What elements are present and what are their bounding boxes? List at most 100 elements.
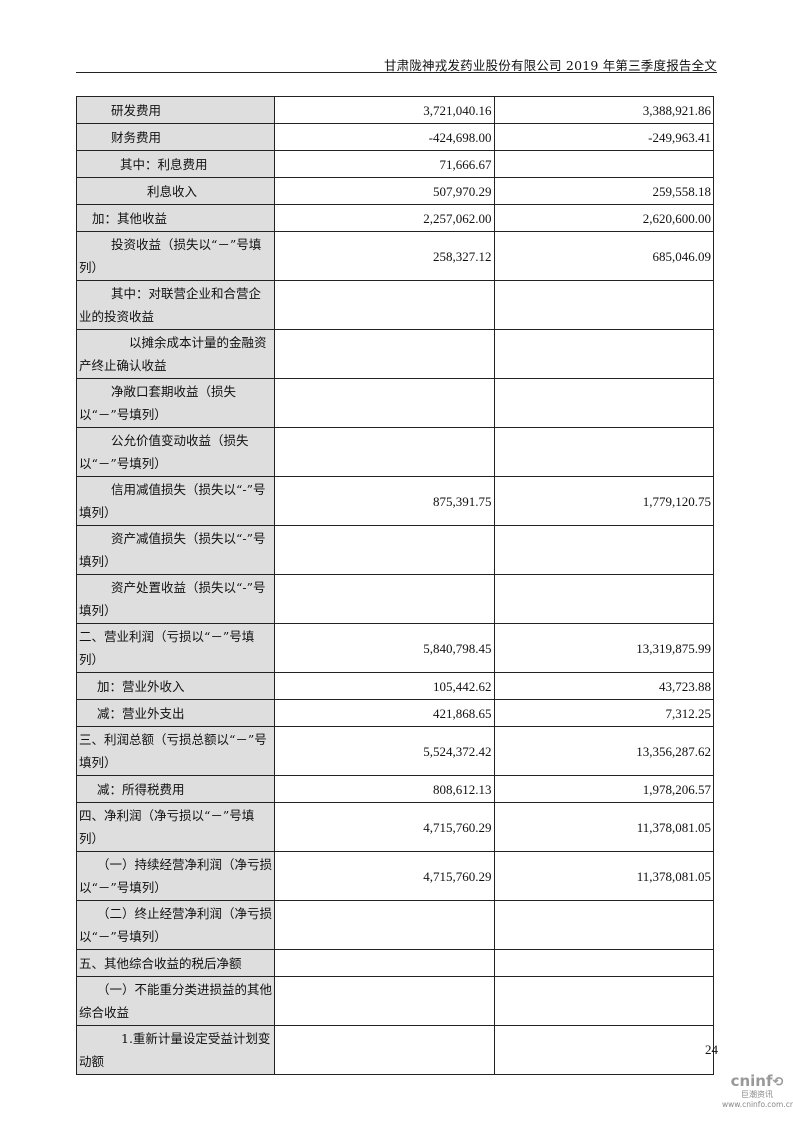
previous-period-value: 685,046.09 xyxy=(493,231,714,281)
table-row: 加：营业外收入 105,442.62 43,723.88 xyxy=(76,672,714,700)
current-period-value: 2,257,062.00 xyxy=(274,204,495,232)
table-row: 资产处置收益（损失以“-”号填列） xyxy=(76,574,714,624)
current-period-value xyxy=(274,574,495,624)
cninfo-logo: cninf⟲ 巨潮资讯 www.cninfo.com.cn xyxy=(722,1072,793,1110)
previous-period-value xyxy=(493,900,714,950)
row-label: 其中：利息费用 xyxy=(76,150,275,178)
table-row: 五、其他综合收益的税后净额 xyxy=(76,949,714,977)
current-period-value: 4,715,760.29 xyxy=(274,851,495,901)
table-row: 三、利润总额（亏损总额以“－”号填列） 5,524,372.42 13,356,28… xyxy=(76,726,714,776)
row-label: 研发费用 xyxy=(76,96,275,124)
row-label: 资产处置收益（损失以“-”号填列） xyxy=(76,574,275,624)
previous-period-value: 3,388,921.86 xyxy=(493,96,714,124)
table-row: 财务费用 -424,698.00 -249,963.41 xyxy=(76,123,714,151)
previous-period-value xyxy=(493,280,714,330)
current-period-value: -424,698.00 xyxy=(274,123,495,151)
row-label: 资产减值损失（损失以“-”号填列） xyxy=(76,525,275,575)
row-label: （一）持续经营净利润（净亏损以“－”号填列） xyxy=(76,851,275,901)
current-period-value xyxy=(274,900,495,950)
previous-period-value xyxy=(493,949,714,977)
row-label: 四、净利润（净亏损以“－”号填列） xyxy=(76,802,275,852)
current-period-value: 5,524,372.42 xyxy=(274,726,495,776)
previous-period-value: 7,312.25 xyxy=(493,699,714,727)
previous-period-value: -249,963.41 xyxy=(493,123,714,151)
previous-period-value: 11,378,081.05 xyxy=(493,802,714,852)
logo-url: www.cninfo.com.cn xyxy=(722,1100,793,1109)
row-label: 信用减值损失（损失以“-”号填列） xyxy=(76,476,275,526)
current-period-value: 421,868.65 xyxy=(274,699,495,727)
table-row: 公允价值变动收益（损失以“－”号填列） xyxy=(76,427,714,477)
current-period-value: 875,391.75 xyxy=(274,476,495,526)
row-label: 1.重新计量设定受益计划变动额 xyxy=(76,1025,275,1075)
row-label: （一）不能重分类进损益的其他综合收益 xyxy=(76,976,275,1026)
table-row: 1.重新计量设定受益计划变动额 xyxy=(76,1025,714,1075)
current-period-value: 71,666.67 xyxy=(274,150,495,178)
table-row: 利息收入 507,970.29 259,558.18 xyxy=(76,177,714,205)
previous-period-value: 43,723.88 xyxy=(493,672,714,700)
previous-period-value xyxy=(493,427,714,477)
current-period-value xyxy=(274,949,495,977)
current-period-value xyxy=(274,1025,495,1075)
row-label: 减：所得税费用 xyxy=(76,775,275,803)
current-period-value xyxy=(274,280,495,330)
current-period-value: 5,840,798.45 xyxy=(274,623,495,673)
current-period-value xyxy=(274,378,495,428)
row-label: 其中：对联营企业和合营企业的投资收益 xyxy=(76,280,275,330)
previous-period-value xyxy=(493,525,714,575)
row-label: 公允价值变动收益（损失以“－”号填列） xyxy=(76,427,275,477)
row-label: 利息收入 xyxy=(76,177,275,205)
table-row: 资产减值损失（损失以“-”号填列） xyxy=(76,525,714,575)
previous-period-value: 259,558.18 xyxy=(493,177,714,205)
page-number: 24 xyxy=(705,1042,718,1057)
previous-period-value: 1,978,206.57 xyxy=(493,775,714,803)
logo-cn-text: 巨潮资讯 xyxy=(741,1090,773,1099)
row-label: 投资收益（损失以“－”号填列） xyxy=(76,231,275,281)
previous-period-value xyxy=(493,150,714,178)
row-label: 财务费用 xyxy=(76,123,275,151)
previous-period-value: 13,319,875.99 xyxy=(493,623,714,673)
row-label: （二）终止经营净利润（净亏损以“－”号填列） xyxy=(76,900,275,950)
previous-period-value xyxy=(493,976,714,1026)
table-row: 净敞口套期收益（损失以“－”号填列） xyxy=(76,378,714,428)
document-header-title: 甘肃陇神戎发药业股份有限公司 2019 年第三季度报告全文 xyxy=(383,58,717,73)
current-period-value: 105,442.62 xyxy=(274,672,495,700)
table-row: 信用减值损失（损失以“-”号填列） 875,391.75 1,779,120.75 xyxy=(76,476,714,526)
previous-period-value xyxy=(493,378,714,428)
current-period-value xyxy=(274,976,495,1026)
row-label: 净敞口套期收益（损失以“－”号填列） xyxy=(76,378,275,428)
previous-period-value xyxy=(493,1025,714,1075)
row-label: 减：营业外支出 xyxy=(76,699,275,727)
row-label: 加：其他收益 xyxy=(76,204,275,232)
current-period-value: 808,612.13 xyxy=(274,775,495,803)
current-period-value xyxy=(274,329,495,379)
income-statement-table: 研发费用 3,721,040.16 3,388,921.86 财务费用 -424,698… xyxy=(76,96,714,1075)
table-row: 减：营业外支出 421,868.65 7,312.25 xyxy=(76,699,714,727)
row-label: 三、利润总额（亏损总额以“－”号填列） xyxy=(76,726,275,776)
table-row: （一）持续经营净利润（净亏损以“－”号填列） 4,715,760.29 11,378… xyxy=(76,851,714,901)
previous-period-value: 1,779,120.75 xyxy=(493,476,714,526)
current-period-value: 3,721,040.16 xyxy=(274,96,495,124)
table-row: 研发费用 3,721,040.16 3,388,921.86 xyxy=(76,96,714,124)
table-row: 二、营业利润（亏损以“－”号填列） 5,840,798.45 13,319,875.… xyxy=(76,623,714,673)
previous-period-value: 13,356,287.62 xyxy=(493,726,714,776)
row-label: 五、其他综合收益的税后净额 xyxy=(76,949,275,977)
table-row: 减：所得税费用 808,612.13 1,978,206.57 xyxy=(76,775,714,803)
table-row: 四、净利润（净亏损以“－”号填列） 4,715,760.29 11,378,081.… xyxy=(76,802,714,852)
current-period-value: 258,327.12 xyxy=(274,231,495,281)
table-row: 加：其他收益 2,257,062.00 2,620,600.00 xyxy=(76,204,714,232)
row-label: 以摊余成本计量的金融资产终止确认收益 xyxy=(76,329,275,379)
table-row: 以摊余成本计量的金融资产终止确认收益 xyxy=(76,329,714,379)
table-row: 其中：利息费用 71,666.67 xyxy=(76,150,714,178)
logo-brand: cninf⟲ xyxy=(730,1072,784,1091)
header-divider xyxy=(76,72,717,73)
table-row: 投资收益（损失以“－”号填列） 258,327.12 685,046.09 xyxy=(76,231,714,281)
previous-period-value xyxy=(493,574,714,624)
previous-period-value xyxy=(493,329,714,379)
previous-period-value: 2,620,600.00 xyxy=(493,204,714,232)
current-period-value: 4,715,760.29 xyxy=(274,802,495,852)
row-label: 加：营业外收入 xyxy=(76,672,275,700)
table-row: （一）不能重分类进损益的其他综合收益 xyxy=(76,976,714,1026)
current-period-value xyxy=(274,427,495,477)
table-row: （二）终止经营净利润（净亏损以“－”号填列） xyxy=(76,900,714,950)
previous-period-value: 11,378,081.05 xyxy=(493,851,714,901)
